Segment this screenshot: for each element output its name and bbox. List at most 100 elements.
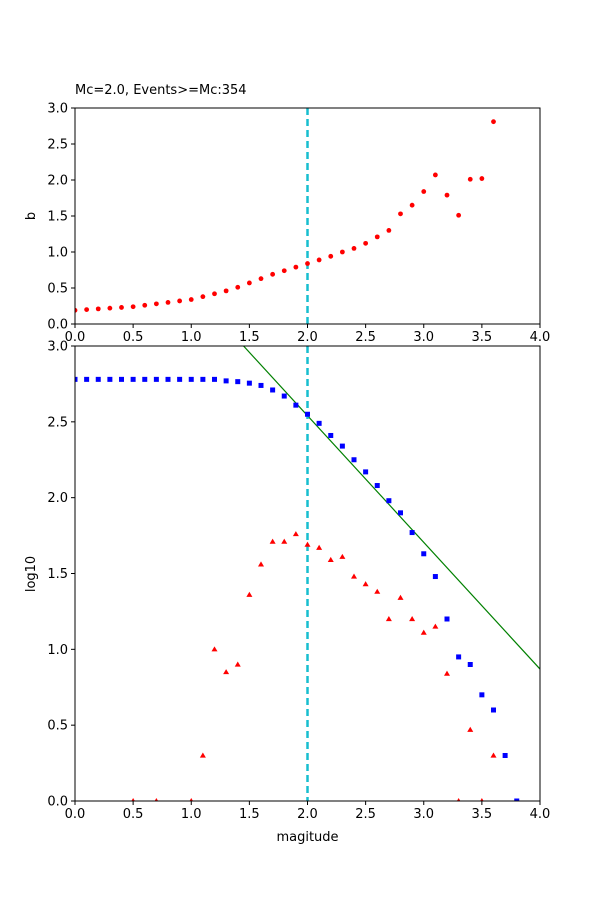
bottom-cumulative-point [491, 707, 496, 713]
top-b-point [142, 302, 148, 308]
top-chart-ylabel: b [24, 212, 39, 220]
bottom-cumulative-point [363, 469, 369, 475]
top-b-point [456, 212, 462, 218]
top-b-point [119, 305, 124, 310]
bottom-noncumulative-point [456, 798, 461, 801]
bottom-noncumulative-point [211, 646, 218, 652]
bottom-cumulative-point [514, 798, 520, 801]
bottom-fit-line [243, 346, 540, 670]
top-xtick-label: 4.0 [530, 330, 551, 345]
bottom-noncumulative-point [131, 798, 135, 801]
top-ytick-label: 1.5 [47, 210, 68, 225]
top-chart-marks: 0.0 0.5 1.0 1.5 2.0 2.5 3.0 3.5 4.0 0.0 0.5 1.0 1.5 2… [47, 102, 550, 346]
top-ytick-label: 3.0 [47, 102, 68, 117]
bottom-xtick-label: 2.0 [297, 807, 318, 822]
bottom-noncumulative-point [444, 670, 450, 676]
top-b-point [305, 261, 310, 266]
bottom-noncumulative-point [154, 798, 159, 801]
bottom-cumulative-point [130, 376, 136, 382]
bottom-ytick-label: 3.0 [47, 340, 68, 355]
bottom-cumulative-point [281, 393, 287, 399]
bottom-cumulative-point [386, 498, 392, 504]
bottom-noncumulative-point [467, 726, 474, 732]
bottom-noncumulative-point [304, 541, 311, 547]
top-b-point [212, 291, 217, 297]
bottom-cumulative-point [328, 432, 334, 438]
bottom-cumulative-point [107, 376, 113, 382]
bottom-cumulative-point [119, 376, 124, 382]
bottom-noncumulative-point [362, 581, 369, 587]
bottom-noncumulative-point [339, 553, 346, 559]
bottom-cumulative-point [316, 420, 322, 426]
bottom-xtick-label: 0.0 [65, 807, 86, 822]
top-b-point [165, 300, 171, 305]
bottom-xtick-label: 3.5 [472, 807, 493, 822]
bottom-cumulative-point [293, 402, 299, 408]
bottom-noncumulative-point [269, 538, 276, 544]
top-xtick-label: 3.5 [472, 330, 493, 345]
bottom-noncumulative-point [258, 561, 264, 567]
top-b-point [467, 176, 473, 182]
bottom-cumulative-point [200, 376, 206, 382]
bottom-cumulative-point [84, 376, 90, 382]
bottom-noncumulative-point [420, 629, 427, 635]
bottom-noncumulative-point [223, 669, 230, 675]
bottom-cumulative-point [75, 376, 78, 382]
top-frame [74, 107, 541, 325]
bottom-cumulative-point [223, 378, 229, 384]
top-b-point [479, 176, 485, 181]
top-b-point [270, 271, 276, 277]
top-b-point [107, 305, 113, 311]
bottom-noncumulative-point [490, 752, 497, 758]
bottom-ytick-label: 1.5 [47, 567, 68, 582]
top-ytick-label: 0.5 [47, 282, 68, 297]
top-b-point [188, 297, 194, 302]
top-b-point [246, 280, 252, 286]
bottom-ytick-label: 2.0 [47, 491, 68, 506]
top-b-point [363, 240, 369, 246]
top-b-point [258, 276, 264, 282]
bottom-cumulative-point [165, 376, 171, 382]
top-b-point [421, 189, 427, 194]
bottom-cumulative-point [351, 457, 357, 463]
bottom-ytick-label: 2.5 [47, 415, 68, 430]
top-xtick-label: 2.0 [297, 330, 318, 345]
bottom-noncumulative-point [316, 544, 323, 550]
bottom-noncumulative-point [480, 798, 484, 801]
top-ytick-label: 1.0 [47, 246, 68, 261]
bottom-xtick-label: 4.0 [530, 807, 551, 822]
bottom-cumulative-point [456, 654, 462, 660]
top-b-point [95, 306, 101, 312]
bottom-cumulative-point [188, 376, 194, 382]
bottom-cumulative-point [235, 379, 241, 385]
top-xtick-label: 0.0 [65, 330, 86, 345]
bottom-cumulative-point [502, 753, 508, 758]
bottom-cumulative-point [409, 530, 415, 536]
top-chart-title: Mc=2.0, Events>=Mc:354 [75, 83, 247, 98]
bottom-noncumulative-point [397, 594, 404, 600]
bottom-cumulative-point [305, 411, 310, 417]
bottom-xtick-label: 3.0 [413, 807, 434, 822]
bottom-xtick-label: 0.5 [123, 807, 144, 822]
top-b-point [432, 172, 438, 178]
top-data-layer [75, 108, 496, 324]
bottom-xtick-label: 1.5 [239, 807, 260, 822]
bottom-noncumulative-point [199, 752, 206, 758]
top-b-point [130, 304, 136, 310]
bottom-noncumulative-point [385, 616, 392, 622]
top-xtick-label: 1.0 [181, 330, 202, 345]
bottom-noncumulative-point [281, 538, 288, 544]
top-b-point [200, 294, 206, 300]
top-b-point [84, 307, 90, 312]
top-ytick-label: 0.0 [47, 318, 68, 333]
bottom-chart-xlabel: magitude [276, 830, 338, 845]
top-b-point [328, 253, 334, 259]
bottom-noncumulative-point [246, 591, 253, 597]
top-ytick-label: 2.5 [47, 138, 68, 153]
bottom-noncumulative-point [234, 661, 241, 667]
bottom-chart-marks: 0.0 0.5 1.0 1.5 2.0 2.5 3.0 3.5 4.0 0.0 0.5 1.0 1.5 2… [47, 340, 550, 823]
top-b-point [177, 298, 183, 304]
top-b-point [339, 249, 345, 255]
bottom-cumulative-point [270, 387, 276, 393]
